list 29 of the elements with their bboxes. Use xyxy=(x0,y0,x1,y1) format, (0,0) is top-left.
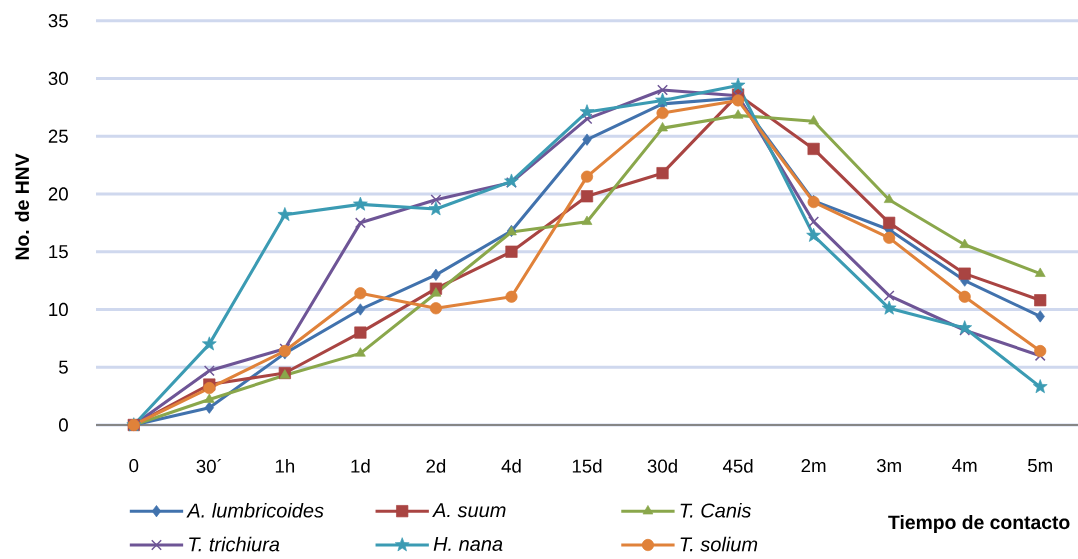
y-tick-label: 10 xyxy=(49,302,68,317)
y-tick-label: 25 xyxy=(48,129,68,143)
y-tick-label: 0 xyxy=(58,418,68,432)
y-tick-label: 35 xyxy=(48,14,68,28)
legend-label: A. suum xyxy=(432,503,506,518)
x-tick-label: 4d xyxy=(501,459,521,473)
x-tick-label: 0 xyxy=(129,459,139,473)
x-tick-label: 15d xyxy=(572,459,602,473)
x-tick-label: 30d xyxy=(647,459,677,473)
legend-label: T. solium xyxy=(680,536,758,552)
x-tick-label: 30´ xyxy=(196,459,222,473)
x-tick-label: 2d xyxy=(426,459,446,473)
x-axis-title: Tiempo de contacto xyxy=(888,514,1070,534)
y-tick-label: 20 xyxy=(48,187,68,201)
legend-label: T. Canis xyxy=(680,502,751,518)
legend-label: T. trichiura xyxy=(189,536,280,552)
x-tick-label: 45d xyxy=(722,459,753,473)
y-tick-label: 30 xyxy=(48,71,68,86)
x-tick-label: 3m xyxy=(876,459,901,473)
x-tick-label: 1d xyxy=(351,459,370,473)
x-tick-label: 2m xyxy=(801,459,826,473)
legend-label: A. lumbricoides xyxy=(186,502,324,518)
x-tick-label: 1h xyxy=(275,459,295,473)
y-tick-label: 15 xyxy=(49,245,68,259)
x-tick-label: 4m xyxy=(952,459,977,472)
y-axis-title: No. de HNV xyxy=(14,153,30,260)
legend-label: H. nana xyxy=(433,537,503,552)
x-tick-label: 5m xyxy=(1028,459,1052,473)
y-tick-label: 5 xyxy=(59,360,68,374)
